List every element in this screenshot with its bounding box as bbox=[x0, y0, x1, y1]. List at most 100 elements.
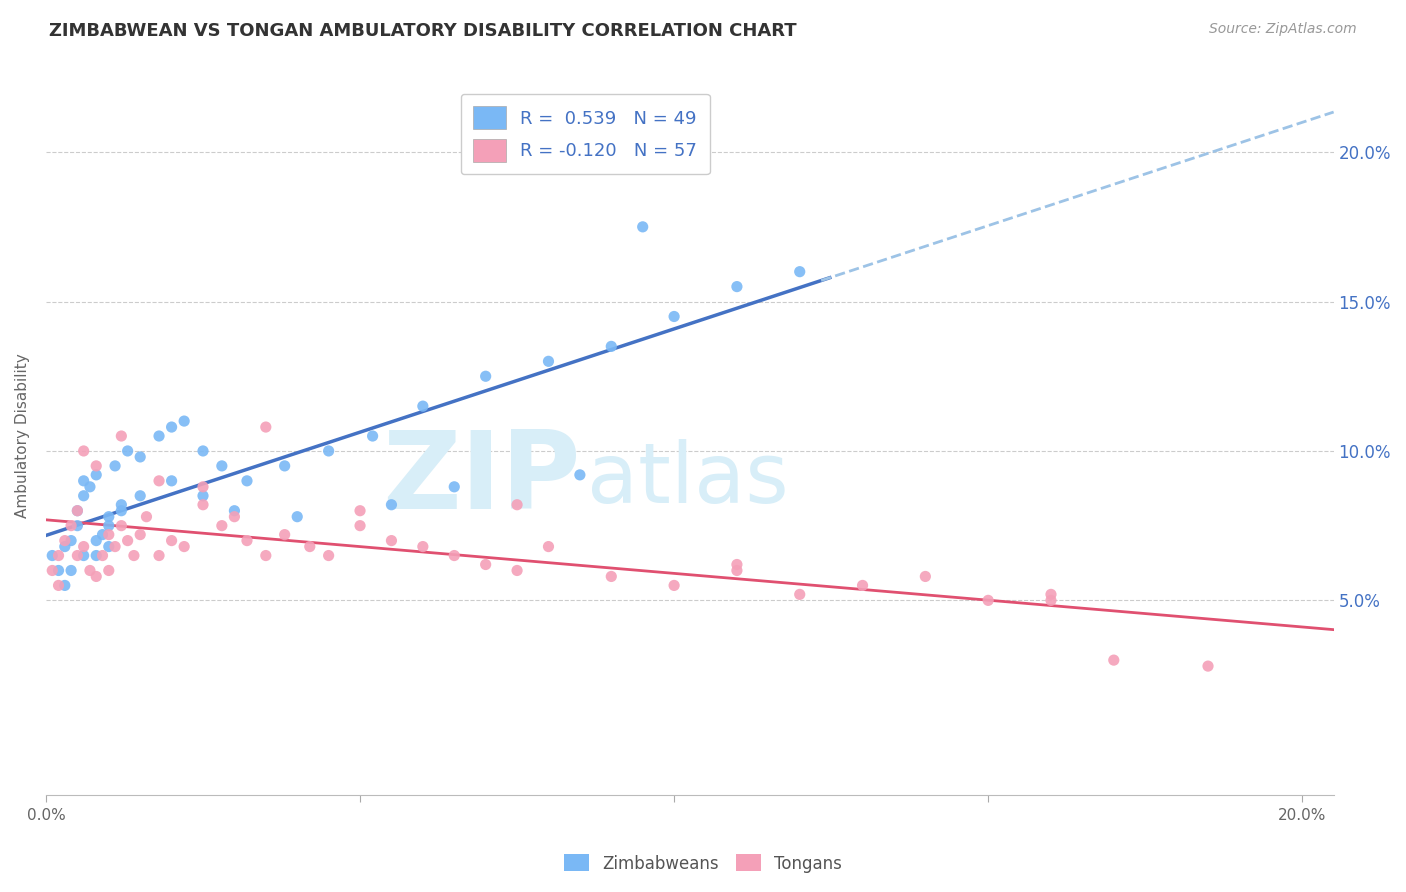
Point bbox=[236, 533, 259, 548]
Point bbox=[117, 444, 139, 458]
Point bbox=[254, 549, 277, 563]
Point bbox=[173, 414, 195, 428]
Point bbox=[110, 498, 132, 512]
Point bbox=[211, 518, 233, 533]
Point bbox=[84, 458, 107, 473]
Point bbox=[48, 564, 70, 578]
Point bbox=[977, 593, 1000, 607]
Point bbox=[662, 310, 685, 324]
Point bbox=[443, 549, 465, 563]
Point bbox=[443, 480, 465, 494]
Point bbox=[97, 540, 120, 554]
Point bbox=[160, 420, 183, 434]
Point bbox=[97, 527, 120, 541]
Point bbox=[380, 533, 402, 548]
Point bbox=[1039, 593, 1062, 607]
Point bbox=[73, 540, 96, 554]
Point bbox=[84, 467, 107, 482]
Point bbox=[97, 518, 120, 533]
Point bbox=[41, 549, 63, 563]
Point bbox=[66, 549, 89, 563]
Point bbox=[60, 533, 83, 548]
Point bbox=[361, 429, 384, 443]
Point bbox=[66, 504, 89, 518]
Point bbox=[73, 444, 96, 458]
Point bbox=[1039, 587, 1062, 601]
Point bbox=[318, 444, 340, 458]
Point bbox=[117, 533, 139, 548]
Point bbox=[789, 587, 811, 601]
Point bbox=[48, 578, 70, 592]
Point bbox=[725, 564, 748, 578]
Text: atlas: atlas bbox=[586, 439, 789, 519]
Point bbox=[191, 498, 214, 512]
Point bbox=[79, 480, 101, 494]
Point bbox=[273, 458, 295, 473]
Point bbox=[537, 540, 560, 554]
Legend: Zimbabweans, Tongans: Zimbabweans, Tongans bbox=[557, 847, 849, 880]
Point bbox=[91, 527, 114, 541]
Point bbox=[160, 474, 183, 488]
Point bbox=[191, 489, 214, 503]
Point bbox=[600, 569, 623, 583]
Point bbox=[110, 429, 132, 443]
Point bbox=[474, 369, 496, 384]
Point bbox=[725, 558, 748, 572]
Y-axis label: Ambulatory Disability: Ambulatory Disability bbox=[15, 353, 30, 518]
Point bbox=[91, 549, 114, 563]
Point bbox=[537, 354, 560, 368]
Point bbox=[110, 504, 132, 518]
Point bbox=[41, 564, 63, 578]
Point bbox=[662, 578, 685, 592]
Point bbox=[73, 489, 96, 503]
Point bbox=[135, 509, 157, 524]
Point bbox=[631, 219, 654, 234]
Point bbox=[129, 527, 152, 541]
Point bbox=[104, 540, 127, 554]
Point bbox=[84, 569, 107, 583]
Point bbox=[254, 420, 277, 434]
Point bbox=[97, 564, 120, 578]
Point bbox=[66, 504, 89, 518]
Point bbox=[914, 569, 936, 583]
Point bbox=[122, 549, 145, 563]
Text: Source: ZipAtlas.com: Source: ZipAtlas.com bbox=[1209, 22, 1357, 37]
Legend: R =  0.539   N = 49, R = -0.120   N = 57: R = 0.539 N = 49, R = -0.120 N = 57 bbox=[461, 94, 710, 174]
Point bbox=[273, 527, 295, 541]
Text: ZIMBABWEAN VS TONGAN AMBULATORY DISABILITY CORRELATION CHART: ZIMBABWEAN VS TONGAN AMBULATORY DISABILI… bbox=[49, 22, 797, 40]
Point bbox=[474, 558, 496, 572]
Point bbox=[53, 533, 76, 548]
Point bbox=[789, 265, 811, 279]
Point bbox=[60, 564, 83, 578]
Point bbox=[66, 518, 89, 533]
Point bbox=[191, 480, 214, 494]
Point bbox=[224, 504, 246, 518]
Point bbox=[129, 450, 152, 464]
Text: ZIP: ZIP bbox=[382, 426, 581, 532]
Point bbox=[148, 429, 170, 443]
Point bbox=[236, 474, 259, 488]
Point bbox=[349, 518, 371, 533]
Point bbox=[318, 549, 340, 563]
Point bbox=[1102, 653, 1125, 667]
Point bbox=[380, 498, 402, 512]
Point bbox=[148, 474, 170, 488]
Point bbox=[73, 474, 96, 488]
Point bbox=[97, 509, 120, 524]
Point bbox=[412, 399, 434, 413]
Point bbox=[160, 533, 183, 548]
Point bbox=[173, 540, 195, 554]
Point bbox=[53, 578, 76, 592]
Point bbox=[110, 518, 132, 533]
Point bbox=[285, 509, 308, 524]
Point bbox=[349, 504, 371, 518]
Point bbox=[725, 279, 748, 293]
Point bbox=[79, 564, 101, 578]
Point bbox=[506, 498, 529, 512]
Point bbox=[851, 578, 873, 592]
Point bbox=[568, 467, 591, 482]
Point bbox=[84, 533, 107, 548]
Point bbox=[60, 518, 83, 533]
Point bbox=[412, 540, 434, 554]
Point bbox=[53, 540, 76, 554]
